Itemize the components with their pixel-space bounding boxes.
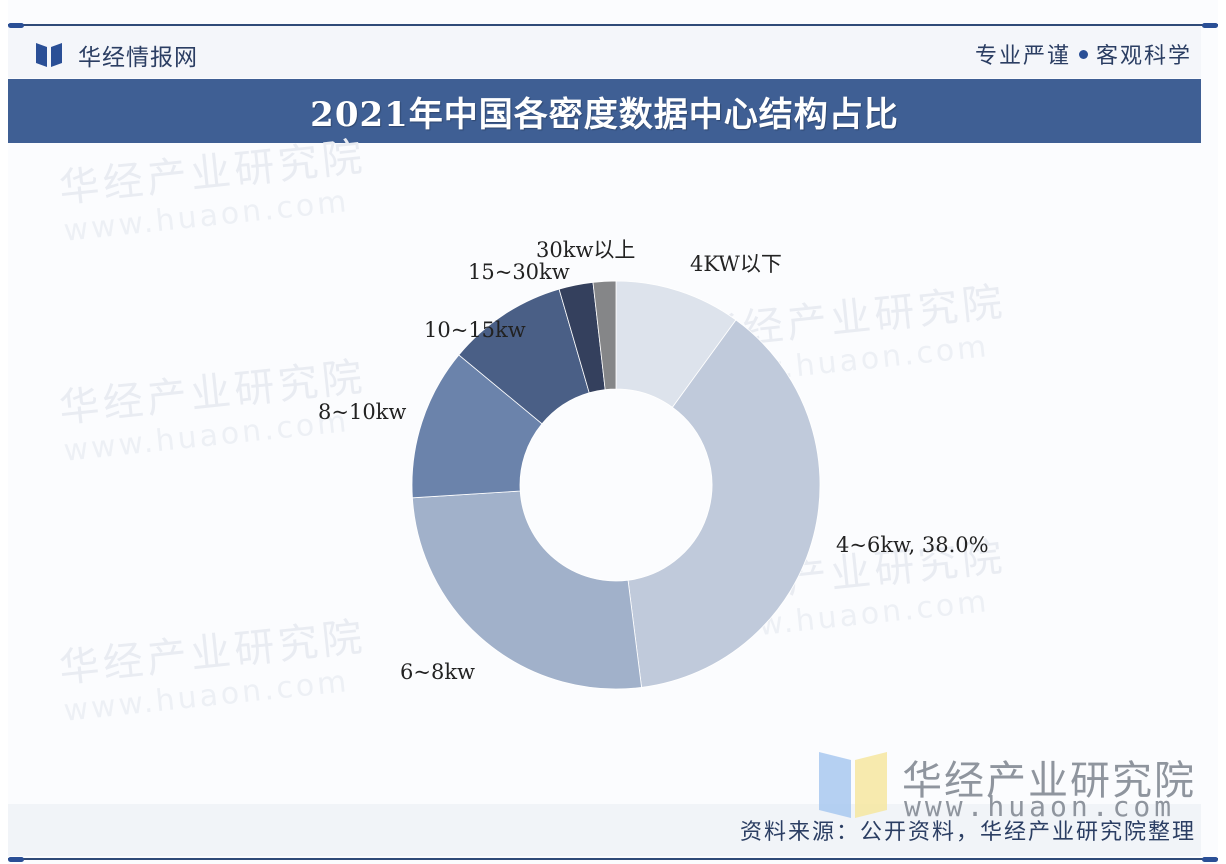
header-strip xyxy=(8,26,1201,78)
title-bar: 2021年中国各密度数据中心结构占比 xyxy=(8,79,1201,143)
label-6-8kw: 6~8kw xyxy=(400,660,476,684)
rule-cap-right xyxy=(1202,857,1218,862)
label-15-30kw: 15~30kw xyxy=(468,260,570,284)
rule-cap-right xyxy=(1202,23,1218,28)
label-10-15kw: 10~15kw xyxy=(424,318,526,342)
bullet-dot-icon xyxy=(1078,49,1088,59)
brand-logo-icon xyxy=(36,43,62,67)
donut-slice-6 xyxy=(592,280,617,391)
watermark-url: www.huaon.com xyxy=(904,790,1176,823)
footer-strip xyxy=(8,804,1201,856)
donut-slice-1 xyxy=(627,319,821,688)
rule-cap-left xyxy=(8,857,24,862)
slogan-left: 专业严谨 xyxy=(974,44,1071,69)
slogan-right: 客观科学 xyxy=(1095,44,1192,69)
watermark-logo-icon xyxy=(819,752,887,818)
bottom-divider xyxy=(8,858,1218,860)
rule-cap-left xyxy=(8,23,24,28)
label-4kw-below: 4KW以下 xyxy=(690,252,782,276)
chart-title: 2021年中国各密度数据中心结构占比 xyxy=(310,94,899,135)
label-4-6kw: 4~6kw, 38.0% xyxy=(836,533,989,557)
watermark-brand: 华经产业研究院 xyxy=(902,758,1196,804)
slogan: 专业严谨 客观科学 xyxy=(975,38,1192,70)
label-8-10kw: 8~10kw xyxy=(318,400,407,424)
brand-name: 华经情报网 xyxy=(78,45,198,71)
top-divider xyxy=(8,24,1218,26)
label-30kw-above: 30kw以上 xyxy=(536,238,636,262)
donut-slice-2 xyxy=(411,490,643,690)
source-note: 资料来源：公开资料，华经产业研究院整理 xyxy=(739,820,1196,845)
chart-frame xyxy=(8,0,1218,864)
